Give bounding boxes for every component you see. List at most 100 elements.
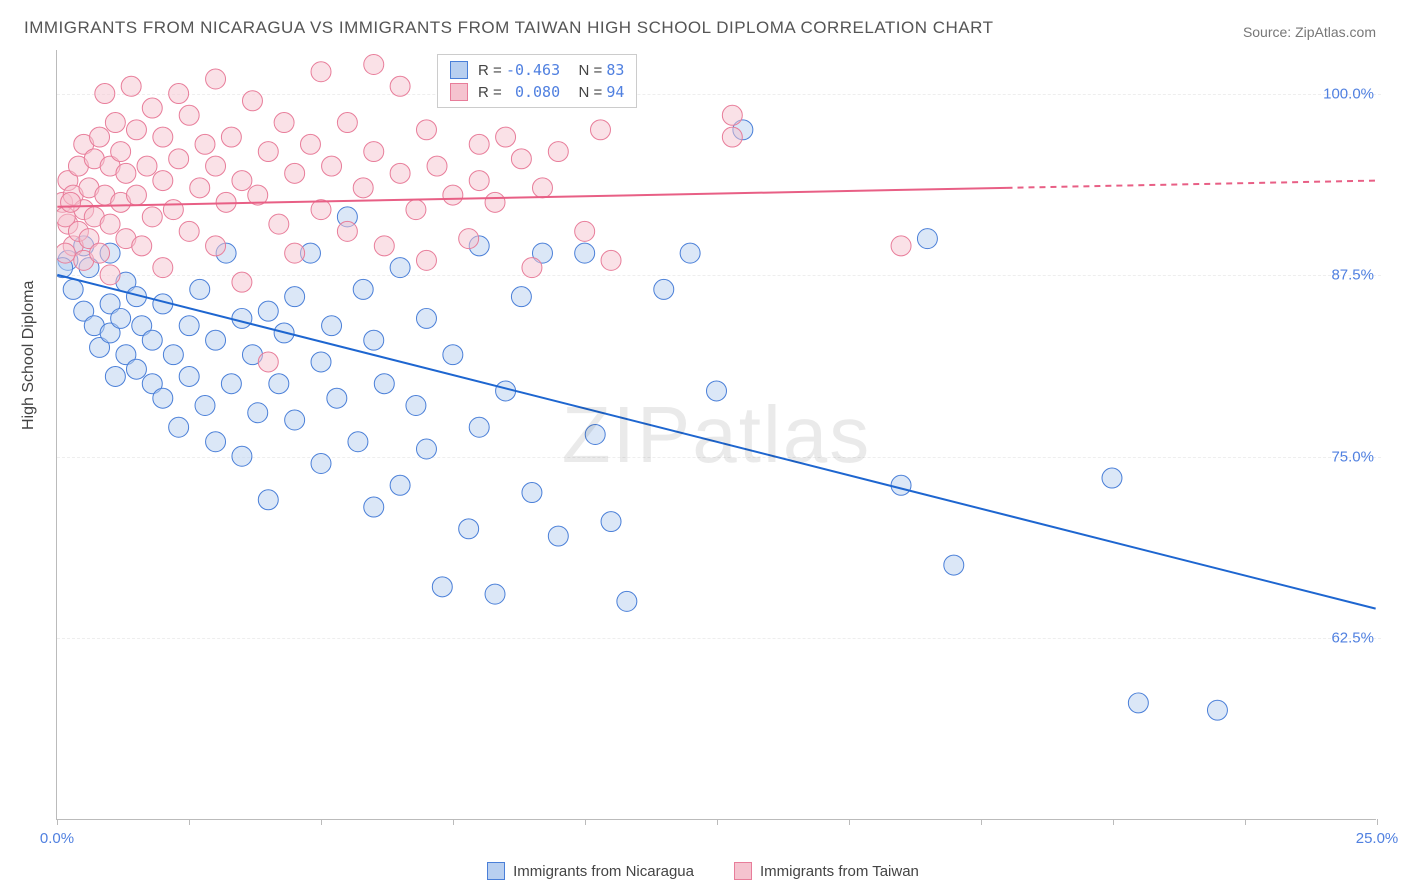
data-point [137,156,157,176]
data-point [1128,693,1148,713]
source-link[interactable]: ZipAtlas.com [1295,24,1376,40]
legend-item: Immigrants from Nicaragua [487,862,694,880]
data-point [944,555,964,575]
data-point [443,345,463,365]
data-point [427,156,447,176]
legend-label: Immigrants from Nicaragua [513,863,694,880]
data-point [1102,468,1122,488]
data-point [57,243,75,263]
data-point [496,127,516,147]
data-point [169,149,189,169]
data-point [485,192,505,212]
data-point [153,388,173,408]
legend-swatch [450,83,468,101]
data-point [353,279,373,299]
chart-title: IMMIGRANTS FROM NICARAGUA VS IMMIGRANTS … [24,18,994,38]
series-legend: Immigrants from Nicaragua Immigrants from… [0,862,1406,880]
data-point [416,250,436,270]
data-point [469,134,489,154]
data-point [232,308,252,328]
trend-line [57,275,1375,609]
data-point [348,432,368,452]
data-point [105,366,125,386]
data-point [591,120,611,140]
data-point [100,265,120,285]
x-tick [717,819,718,825]
data-point [443,185,463,205]
data-point [311,352,331,372]
data-point [274,113,294,133]
data-point [111,142,131,162]
data-point [116,163,136,183]
data-point [61,192,81,212]
x-tick [189,819,190,825]
data-point [163,200,183,220]
data-point [327,388,347,408]
data-point [548,142,568,162]
data-point [585,425,605,445]
n-stat: N = 94 [570,83,624,101]
x-tick [1113,819,1114,825]
data-point [206,432,226,452]
data-point [601,512,621,532]
data-point [416,120,436,140]
data-point [364,497,384,517]
data-point [300,134,320,154]
data-point [416,308,436,328]
data-point [232,446,252,466]
stat-row: R = 0.080 N = 94 [450,81,624,103]
data-point [142,330,162,350]
legend-swatch [487,862,505,880]
legend-label: Immigrants from Taiwan [760,863,919,880]
data-point [364,330,384,350]
r-stat: R = -0.463 [478,61,560,79]
legend-swatch [450,61,468,79]
correlation-legend: R = -0.463 N = 83 R = 0.080 N = 94 [437,54,637,108]
data-point [522,258,542,278]
legend-swatch [734,862,752,880]
data-point [322,156,342,176]
plot-svg [57,50,1376,819]
data-point [258,352,278,372]
data-point [142,98,162,118]
data-point [654,279,674,299]
data-point [95,84,115,104]
data-point [337,113,357,133]
data-point [575,243,595,263]
n-stat: N = 83 [570,61,624,79]
data-point [248,403,268,423]
data-point [548,526,568,546]
data-point [722,127,742,147]
x-tick [57,819,58,825]
r-stat: R = 0.080 [478,83,560,101]
data-point [617,591,637,611]
data-point [432,577,452,597]
data-point [232,272,252,292]
data-point [311,454,331,474]
data-point [416,439,436,459]
data-point [601,250,621,270]
x-tick-label: 0.0% [40,830,74,847]
data-point [459,519,479,539]
x-tick [1245,819,1246,825]
data-point [575,221,595,241]
data-point [469,171,489,191]
x-tick [585,819,586,825]
data-point [179,366,199,386]
data-point [90,127,110,147]
data-point [285,410,305,430]
data-point [374,236,394,256]
data-point [206,236,226,256]
data-point [459,229,479,249]
data-point [917,229,937,249]
data-point [390,76,410,96]
data-point [179,316,199,336]
data-point [322,316,342,336]
x-tick [849,819,850,825]
data-point [206,156,226,176]
data-point [707,381,727,401]
data-point [722,105,742,125]
x-tick-label: 25.0% [1356,830,1399,847]
x-tick [1377,819,1378,825]
data-point [142,207,162,227]
